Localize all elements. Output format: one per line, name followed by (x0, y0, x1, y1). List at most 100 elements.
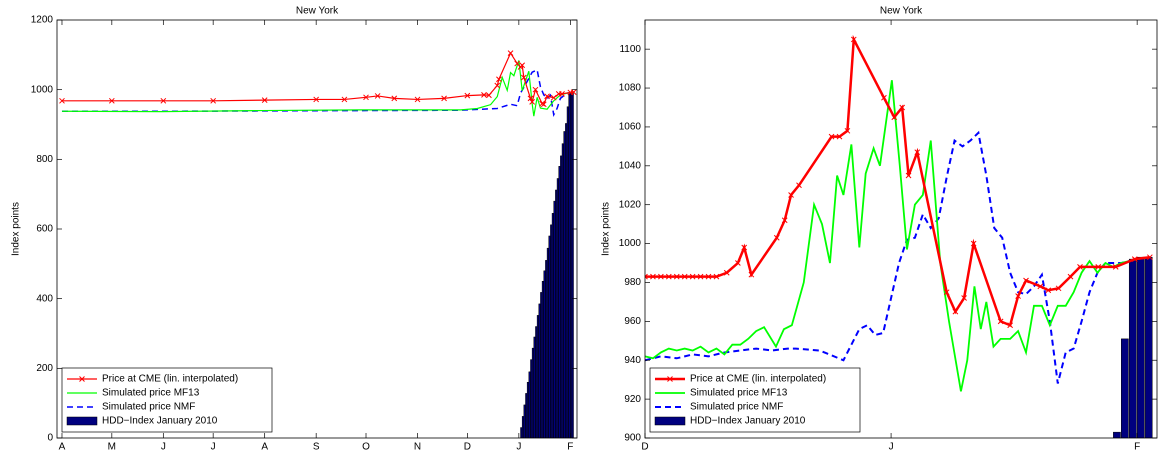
x-tick-label: A (261, 442, 268, 453)
y-tick-label: 900 (624, 433, 641, 444)
x-tick-label: J (211, 442, 216, 453)
marker (544, 93, 550, 100)
bar (565, 123, 568, 438)
marker (665, 273, 672, 280)
marker (881, 94, 887, 101)
bar (538, 303, 541, 438)
y-tick-label: 1000 (31, 84, 54, 95)
marker (828, 133, 835, 140)
bar (561, 143, 564, 438)
marker (796, 182, 802, 189)
chart-title: New York (880, 6, 923, 17)
bar (566, 106, 569, 438)
series-line (645, 80, 1150, 392)
marker (689, 273, 696, 280)
marker (550, 94, 557, 101)
marker (850, 36, 857, 43)
bar (533, 336, 536, 438)
y-tick-label: 920 (624, 394, 641, 405)
x-tick-label: J (161, 442, 166, 453)
y-tick-label: 960 (624, 316, 641, 327)
y-axis-label: Index points (11, 202, 22, 256)
bar (531, 347, 534, 438)
marker (520, 74, 527, 81)
marker (681, 273, 688, 280)
series-line (61, 60, 574, 117)
marker (773, 234, 780, 241)
bar (563, 131, 566, 438)
y-axis-label: Index points (601, 202, 612, 256)
marker (735, 260, 741, 266)
bar (523, 404, 526, 438)
marker (723, 269, 730, 276)
marker (943, 289, 950, 296)
marker (539, 100, 545, 107)
bar (541, 281, 544, 438)
marker (414, 96, 421, 103)
marker (210, 97, 217, 104)
marker (673, 273, 680, 280)
marker (836, 133, 843, 140)
bar (528, 371, 531, 438)
marker (1015, 293, 1021, 299)
bar (570, 91, 573, 438)
marker (1112, 264, 1119, 270)
y-tick-label: 980 (624, 277, 641, 288)
marker (313, 96, 320, 103)
marker (507, 50, 514, 56)
legend-label: Price at CME (lin. interpolated) (690, 374, 826, 385)
marker (570, 89, 577, 95)
bar (568, 92, 571, 438)
marker (59, 97, 65, 104)
bar (551, 213, 554, 438)
y-tick-label: 800 (36, 154, 53, 165)
x-tick-label: M (108, 442, 116, 453)
marker (697, 273, 704, 280)
bar (1113, 431, 1121, 438)
bar (555, 189, 558, 438)
marker (961, 295, 967, 301)
legend-label: Simulated price NMF (102, 402, 195, 413)
marker (650, 273, 656, 280)
y-tick-label: 400 (36, 293, 53, 304)
chart-title: New York (296, 6, 339, 17)
marker (532, 86, 539, 93)
marker (905, 172, 912, 179)
bar (1121, 338, 1129, 438)
legend-label: HDD−Index January 2010 (102, 416, 218, 427)
x-tick-label: O (362, 442, 370, 453)
y-tick-label: 1080 (619, 83, 642, 94)
x-tick-label: S (313, 442, 320, 453)
marker (363, 94, 369, 101)
marker (391, 95, 398, 102)
y-tick-label: 940 (624, 355, 641, 366)
bar (536, 315, 539, 438)
bar (525, 393, 528, 438)
bar (553, 200, 556, 438)
marker (481, 92, 487, 98)
bar (540, 292, 543, 438)
plot-area (645, 34, 1153, 438)
legend-swatch (66, 416, 98, 426)
x-tick-label: J (516, 442, 521, 453)
marker (1023, 277, 1029, 284)
marker (970, 240, 977, 247)
series-line (645, 34, 1151, 327)
marker (997, 318, 1004, 325)
marker (108, 97, 115, 104)
bar (560, 155, 563, 438)
marker (441, 95, 447, 102)
marker (529, 99, 535, 105)
legend-marker (667, 376, 673, 382)
y-tick-label: 200 (36, 363, 53, 374)
y-tick-label: 0 (47, 433, 53, 444)
marker (519, 62, 526, 69)
x-tick-label: J (889, 442, 894, 453)
bar (550, 224, 553, 438)
legend-swatch (654, 416, 686, 426)
bar (556, 178, 559, 438)
marker (464, 92, 471, 99)
marker (374, 93, 381, 99)
marker (527, 95, 534, 102)
